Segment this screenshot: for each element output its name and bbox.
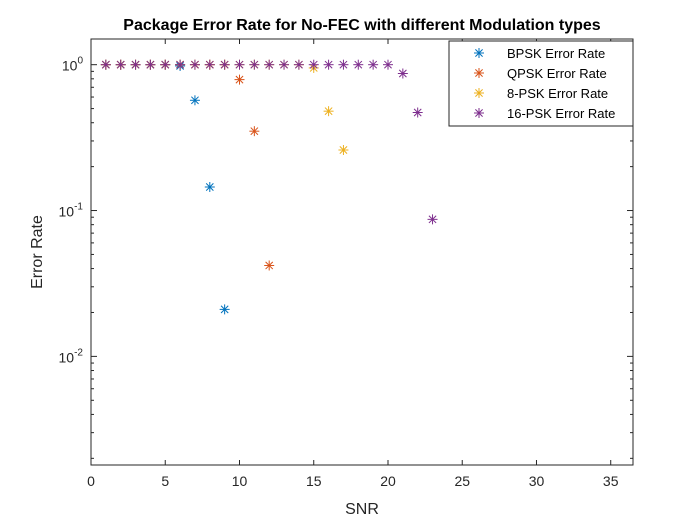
marker-stroke: [384, 60, 392, 69]
marker-stroke: [265, 60, 274, 69]
legend[interactable]: BPSK Error Rate QPSK Error Rate 8-PSK Erro…: [448, 40, 634, 127]
marker-stroke: [205, 60, 214, 69]
marker-stroke: [369, 60, 378, 69]
marker-stroke: [116, 60, 125, 69]
marker-stroke: [190, 96, 199, 105]
y-tick-label: 100: [62, 56, 84, 74]
x-tick-label: 5: [161, 473, 169, 489]
data-point: [308, 59, 319, 70]
marker-stroke: [220, 60, 229, 69]
marker-stroke: [220, 305, 229, 314]
data-point: [249, 126, 260, 137]
data-point: [323, 106, 334, 117]
x-tick-label: 30: [529, 473, 545, 489]
legend-marker: [474, 108, 484, 118]
marker-stroke: [475, 109, 483, 117]
data-point: [100, 59, 111, 70]
data-point: [160, 59, 171, 70]
data-point: [219, 304, 230, 315]
marker-stroke: [413, 108, 422, 117]
marker-stroke: [398, 69, 407, 78]
axes-layer: 0 5 10 15 20 25 30 35 100 10-1 10-2: [59, 39, 633, 489]
marker-stroke: [190, 60, 199, 69]
marker-stroke: [205, 183, 214, 191]
data-point: [264, 260, 275, 271]
x-tick-label: 20: [380, 473, 396, 489]
plot-frame: [90, 38, 634, 466]
legend-marker: [474, 88, 484, 98]
x-tick-label: 35: [603, 473, 619, 489]
x-tick-label: 10: [232, 473, 248, 489]
marker-stroke: [339, 60, 348, 69]
marker-stroke: [131, 60, 140, 69]
marker-stroke: [176, 60, 185, 69]
series-4: [100, 59, 438, 225]
data-point: [264, 59, 275, 70]
marker-stroke: [475, 49, 483, 57]
marker-stroke: [101, 60, 110, 69]
data-point: [338, 59, 349, 70]
data-point: [353, 59, 364, 70]
marker-stroke: [324, 60, 333, 69]
x-tick-label: 15: [306, 473, 322, 489]
marker-stroke: [265, 261, 274, 270]
data-point: [338, 145, 349, 156]
marker-stroke: [250, 60, 259, 69]
data-point: [412, 107, 423, 118]
x-axis-label: SNR: [345, 501, 379, 518]
marker-stroke: [324, 107, 333, 116]
marker-stroke: [280, 60, 288, 69]
x-tick-label: 25: [454, 473, 470, 489]
data-point: [204, 181, 215, 192]
data-point: [130, 59, 141, 70]
marker-stroke: [339, 146, 348, 154]
legend-marker: [474, 48, 484, 58]
data-point: [279, 59, 290, 70]
marker-stroke: [354, 60, 363, 69]
y-tick-label: 10-1: [59, 202, 84, 220]
legend-marker: [474, 68, 484, 78]
x-tick-label: 0: [87, 473, 95, 489]
legend-label: QPSK Error Rate: [507, 66, 607, 81]
marker-stroke: [235, 75, 244, 84]
data-point: [234, 59, 245, 70]
data-point: [189, 59, 200, 70]
marker-stroke: [146, 60, 155, 69]
y-axis-label: Error Rate: [29, 215, 46, 289]
data-point: [293, 59, 304, 70]
data-point: [219, 59, 230, 70]
data-point: [175, 59, 186, 70]
marker-stroke: [475, 69, 483, 77]
data-point: [145, 59, 156, 70]
data-point: [323, 59, 334, 70]
data-point: [427, 214, 438, 225]
data-point: [397, 68, 408, 79]
y-tick-label: 10-2: [59, 347, 84, 365]
legend-label: BPSK Error Rate: [507, 46, 605, 61]
chart-title: Package Error Rate for No-FEC with diffe…: [123, 17, 600, 34]
data-point: [204, 59, 215, 70]
data-point: [368, 59, 379, 70]
marker-stroke: [294, 60, 303, 69]
legend-label: 8-PSK Error Rate: [507, 86, 608, 101]
marker-stroke: [309, 60, 318, 69]
data-point: [234, 74, 245, 85]
marker-stroke: [161, 60, 170, 69]
data-point: [249, 59, 260, 70]
marker-stroke: [428, 215, 437, 224]
data-layer: [100, 59, 438, 315]
data-point: [382, 59, 393, 70]
data-point: [115, 59, 126, 70]
marker-stroke: [235, 60, 244, 69]
marker-stroke: [250, 127, 259, 136]
marker-stroke: [475, 89, 483, 97]
legend-label: 16-PSK Error Rate: [507, 106, 615, 121]
data-point: [189, 95, 200, 106]
